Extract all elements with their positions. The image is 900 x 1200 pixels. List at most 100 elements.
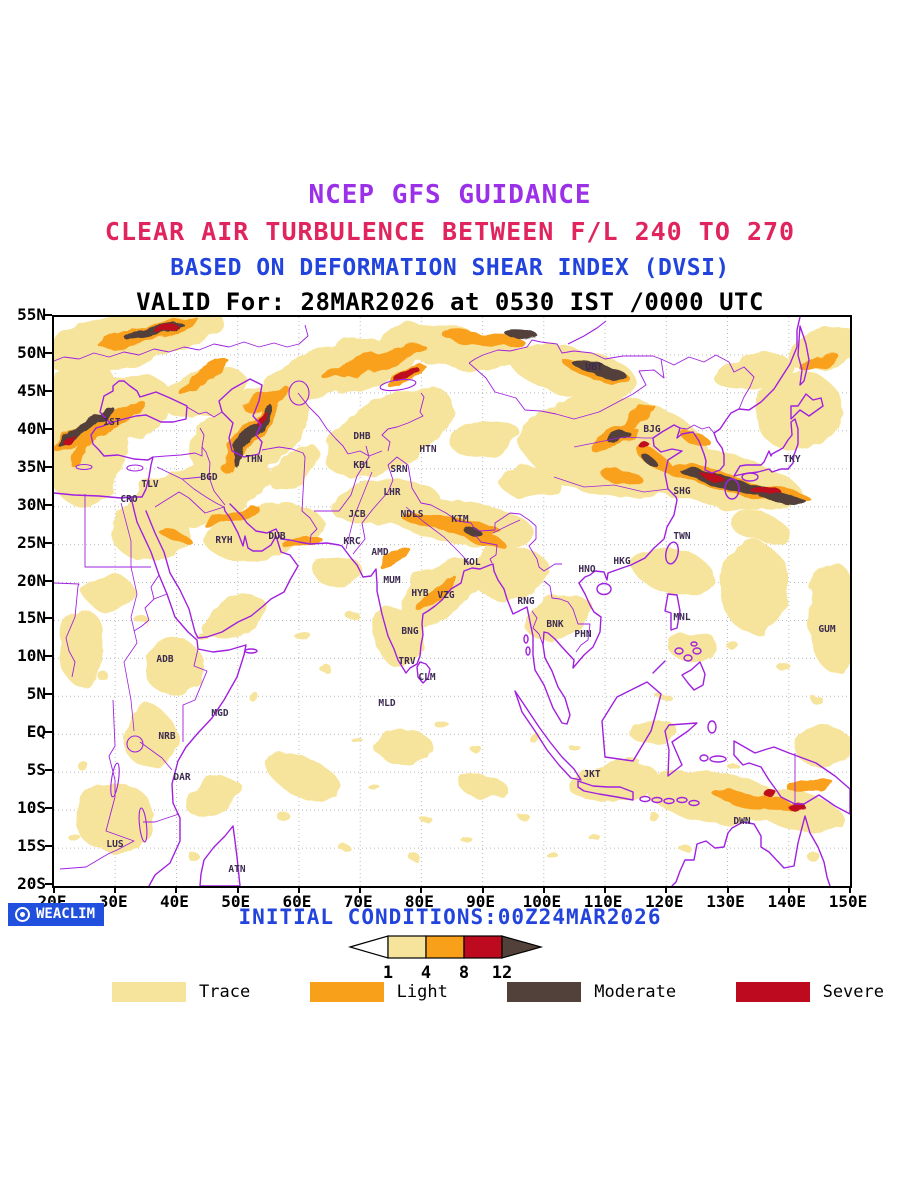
lat-tick (45, 807, 52, 810)
lon-tick (297, 886, 300, 893)
station-label-AMD: AMD (371, 547, 388, 558)
station-label-RNG: RNG (517, 596, 534, 607)
lon-tick (604, 886, 607, 893)
lat-tick (45, 769, 52, 772)
station-label-BJG: BJG (643, 424, 660, 435)
intensity-scale: 1 4 8 12 (348, 935, 544, 983)
legend-swatch-severe (735, 982, 810, 1002)
legend-swatch-trace (112, 982, 186, 1002)
lon-tick (420, 886, 423, 893)
title-valid-time: VALID For: 28MAR2026 at 0530 IST /0000 U… (136, 288, 764, 316)
lon-label-140E: 140E (767, 892, 807, 911)
intensity-legend: Trace Light Moderate Severe (112, 982, 884, 1002)
lat-tick (45, 883, 52, 885)
station-label-DHB: DHB (353, 431, 370, 442)
lon-label-150E: 150E (828, 892, 868, 911)
lon-label-90E: 90E (466, 892, 496, 911)
lat-tick (45, 314, 52, 316)
station-label-LUS: LUS (106, 839, 123, 850)
lat-label-20S: 20S (17, 874, 46, 893)
legend-label: Trace (199, 982, 251, 1002)
lat-label-40N: 40N (17, 418, 46, 438)
scale-arrow-right (501, 935, 544, 959)
chart-titles: NCEP GFS GUIDANCE CLEAR AIR TURBULENCE B… (0, 180, 900, 316)
lat-tick (45, 731, 52, 734)
station-label-HNO: HNO (578, 564, 595, 575)
legend-label: Severe (822, 982, 884, 1002)
lat-label-30N: 30N (17, 494, 46, 514)
weaclim-logo: WEACLIM (8, 903, 105, 926)
station-label-CRO: CRO (120, 494, 137, 505)
station-label-THN: THN (245, 454, 262, 465)
station-label-PHN: PHN (574, 629, 591, 640)
station-label-HTN: HTN (419, 444, 436, 455)
lon-label-120E: 120E (645, 892, 684, 911)
station-label-BNK: BNK (546, 619, 563, 630)
lat-label-5N: 5N (26, 684, 46, 704)
lon-label-30E: 30E (98, 892, 128, 911)
lon-tick (665, 886, 668, 893)
station-label-VZG: VZG (437, 590, 454, 601)
lon-tick (114, 886, 117, 893)
lat-tick (45, 845, 52, 848)
legend-item-trace: Trace (112, 982, 250, 1002)
lon-tick (236, 886, 239, 893)
station-label-DUB: DUB (268, 531, 285, 542)
legend-item-severe: Severe (735, 982, 884, 1002)
scale-tick-12: 12 (492, 963, 512, 983)
lon-tick (359, 886, 362, 893)
scale-segment-0 (387, 935, 427, 959)
lon-tick (787, 886, 790, 893)
station-label-JKT: JKT (583, 769, 600, 780)
lon-tick (53, 886, 55, 893)
lat-tick (45, 389, 52, 392)
station-label-NRB: NRB (158, 731, 175, 742)
scale-arrow-left (348, 935, 389, 959)
scale-segment-1 (425, 935, 465, 959)
station-label-HKG: HKG (613, 556, 630, 567)
lon-label-110E: 110E (583, 892, 623, 911)
coastlines-and-borders (54, 317, 850, 886)
title-method: BASED ON DEFORMATION SHEAR INDEX (DVSI) (170, 255, 730, 281)
legend-swatch-moderate (507, 982, 582, 1002)
station-label-NDLS: NDLS (401, 509, 424, 520)
lat-label-15S: 15S (17, 836, 46, 856)
station-label-KTM: KTM (451, 514, 468, 525)
lat-tick (45, 617, 52, 620)
station-label-KRC: KRC (343, 536, 360, 547)
title-product: CLEAR AIR TURBULENCE BETWEEN F/L 240 TO … (104, 217, 796, 246)
lat-label-50N: 50N (17, 342, 46, 362)
lat-tick (45, 655, 52, 658)
station-label-TLV: TLV (141, 479, 158, 490)
lon-tick (481, 886, 484, 893)
lon-label-80E: 80E (404, 892, 434, 911)
station-label-TWN: TWN (673, 531, 690, 542)
scale-tick-4: 4 (421, 963, 431, 983)
turbulence-map: IST TLV CRO THN BGD RYH DUB DHB KBL SRN LHR JCB NDLS… (54, 317, 850, 886)
station-label-KBL: KBL (353, 460, 370, 471)
station-label-ATN: ATN (228, 864, 245, 875)
lat-label-35N: 35N (17, 456, 46, 476)
station-label-HYB: HYB (411, 588, 428, 599)
legend-label: Light (396, 982, 448, 1002)
station-label-LHR: LHR (383, 487, 400, 498)
lat-label-25N: 25N (17, 532, 46, 552)
station-label-RYH: RYH (215, 535, 232, 546)
station-label-TRV: TRV (398, 656, 415, 667)
station-label-CLM: CLM (418, 672, 435, 683)
lat-tick (45, 579, 52, 582)
lat-label-10S: 10S (17, 798, 46, 818)
station-label-KOL: KOL (463, 557, 480, 568)
lon-label-100E: 100E (522, 892, 562, 911)
station-label-SRN: SRN (390, 464, 407, 475)
station-label-BGD: BGD (200, 472, 217, 483)
scale-segment-2 (463, 935, 503, 959)
title-model: NCEP GFS GUIDANCE (308, 180, 592, 210)
lon-label-50E: 50E (221, 892, 251, 911)
station-label-IST: IST (103, 417, 120, 428)
lat-tick (45, 693, 52, 696)
station-label-MNL: MNL (673, 612, 690, 623)
station-label-UBT: UBT (585, 362, 602, 373)
station-label-GUM: GUM (818, 624, 835, 635)
station-label-MLD: MLD (378, 698, 395, 709)
